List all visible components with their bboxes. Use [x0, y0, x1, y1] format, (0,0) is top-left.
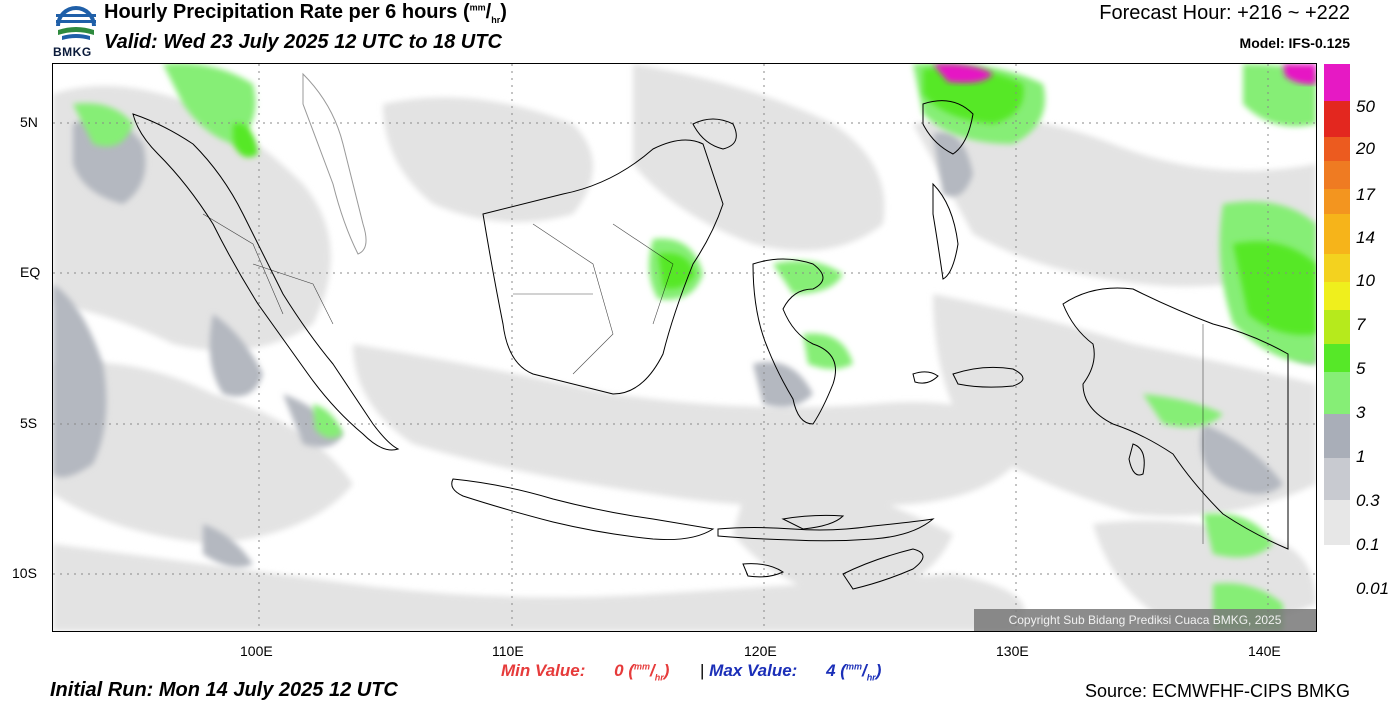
min-unit-hr: hr	[654, 672, 664, 683]
page-title: Hourly Precipitation Rate per 6 hours (m…	[104, 1, 507, 25]
colorbar-swatch	[1324, 458, 1350, 500]
logo-text: BMKG	[53, 45, 92, 59]
sulawesi-coastline	[752, 258, 836, 425]
sumba-coastline	[742, 563, 785, 578]
sabah-coastline	[692, 118, 737, 150]
max-value-label: Max Value:	[709, 661, 798, 680]
min-value: Min Value: 0 (mm/hr)	[501, 661, 670, 683]
java-coastline	[451, 478, 715, 540]
colorbar-label: 0.1	[1356, 535, 1380, 554]
bmkg-logo-icon	[56, 6, 96, 40]
lat-label-eq: EQ	[20, 264, 41, 280]
precipitation-map[interactable]	[52, 63, 1317, 632]
colorbar-label: 7	[1356, 315, 1366, 334]
colorbar-swatch	[1324, 64, 1350, 101]
min-value-label: Min Value:	[501, 661, 586, 680]
flores-coastline	[781, 514, 845, 530]
philippines-mindanao	[922, 100, 974, 155]
lat-label-5s: 5S	[20, 415, 38, 431]
colorbar-label: 1	[1356, 447, 1366, 466]
colorbar-label: 3	[1356, 403, 1366, 422]
colorbar-swatch	[1324, 101, 1350, 137]
borneo-coastline	[482, 139, 724, 395]
graticule	[53, 64, 1316, 631]
colorbar-label: 5	[1356, 359, 1366, 378]
halmahera-coastline	[932, 182, 959, 280]
colorbar-label: 50	[1356, 97, 1375, 116]
buru-coastline	[912, 371, 939, 384]
value-separator: |	[700, 661, 705, 680]
colorbar-swatch	[1324, 282, 1350, 310]
colorbar-label: 14	[1356, 228, 1375, 247]
colorbar-swatch	[1324, 372, 1350, 414]
copyright-notice: Copyright Sub Bidang Prediksi Cuaca BMKG…	[974, 609, 1316, 631]
initial-run: Initial Run: Mon 14 July 2025 12 UTC	[50, 679, 398, 701]
min-value-number: 0	[614, 661, 624, 680]
max-unit-mm: mm	[845, 661, 862, 672]
lon-label-110e: 110E	[492, 643, 524, 659]
colorbar-swatch	[1324, 500, 1350, 545]
title-text: Hourly Precipitation Rate per 6 hours	[104, 1, 458, 23]
colorbar-swatch	[1324, 161, 1350, 189]
map-canvas	[53, 64, 1316, 631]
title-unit-hr: hr	[491, 15, 501, 25]
coastlines	[132, 72, 1289, 590]
colorbar-swatch	[1324, 545, 1350, 587]
colorbar-swatch	[1324, 310, 1350, 344]
colorbar-swatch	[1324, 137, 1350, 161]
aru-islands	[1128, 443, 1145, 476]
lon-label-120e: 120E	[744, 643, 777, 659]
lat-label-10s: 10S	[12, 565, 37, 581]
data-source: Source: ECMWFHF-CIPS BMKG	[1084, 681, 1350, 701]
max-value-number: 4	[826, 661, 836, 680]
timor-coastline	[842, 548, 924, 590]
colorbar-swatch	[1324, 214, 1350, 254]
colorbar-swatch	[1324, 189, 1350, 214]
sumatra-coastline	[132, 113, 400, 451]
precip-field-magenta	[933, 64, 1316, 85]
max-value: | Max Value: 4 (mm/hr)	[700, 661, 882, 683]
colorbar-label: 20	[1356, 139, 1375, 158]
colorbar-label: 10	[1356, 271, 1375, 290]
title-unit-mm: mm	[469, 2, 486, 13]
bali-nusa-islands	[717, 518, 935, 542]
papua-coastline	[1062, 287, 1289, 550]
lon-label-140e: 140E	[1248, 643, 1281, 659]
colorbar-swatch	[1324, 344, 1350, 372]
province-boundaries	[202, 213, 1204, 544]
lon-label-100e: 100E	[240, 643, 273, 659]
colorbar-swatch	[1324, 414, 1350, 458]
colorbar-label: 0.3	[1356, 491, 1380, 510]
seram-coastline	[952, 366, 1024, 388]
forecast-hour: Forecast Hour: +216 ~ +222	[1099, 2, 1350, 24]
colorbar-swatch	[1324, 254, 1350, 282]
colorbar-label: 0.01	[1356, 579, 1390, 598]
lon-label-130e: 130E	[996, 643, 1029, 659]
colorbar-label: 17	[1356, 185, 1375, 204]
model-name: Model: IFS-0.125	[1239, 35, 1350, 51]
lat-label-5n: 5N	[20, 114, 38, 130]
valid-period: Valid: Wed 23 July 2025 12 UTC to 18 UTC	[104, 31, 502, 53]
min-unit-mm: mm	[633, 661, 650, 672]
malay-peninsula	[302, 72, 367, 255]
max-unit-hr: hr	[866, 672, 876, 683]
